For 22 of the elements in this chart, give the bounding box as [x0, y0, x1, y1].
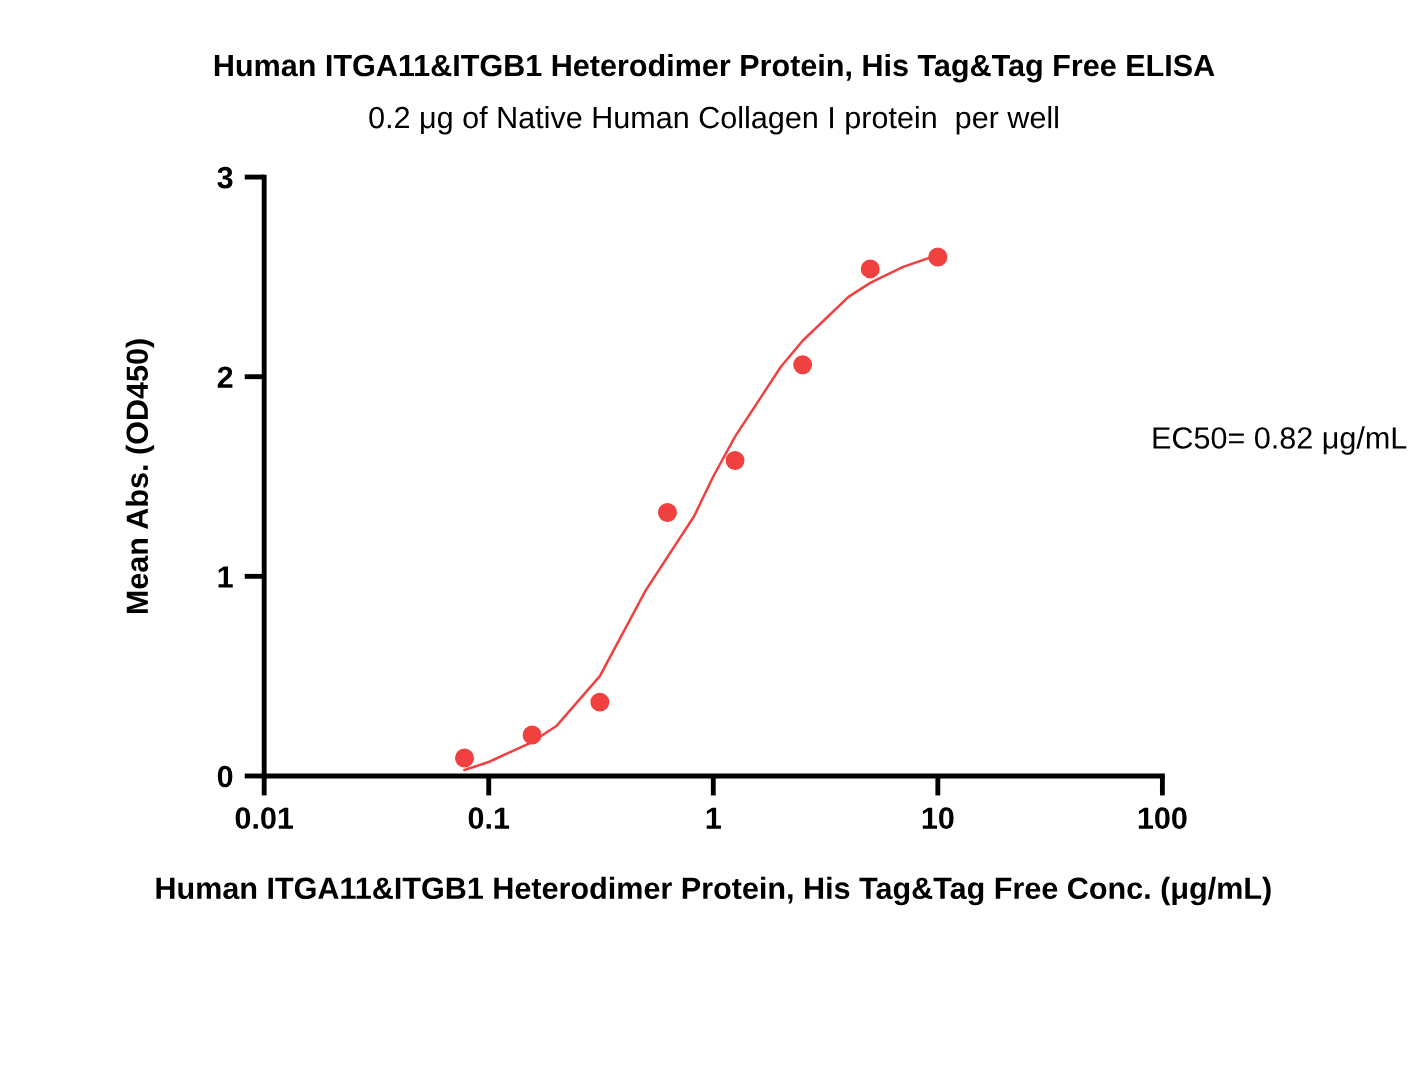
x-tick-label: 1	[706, 807, 721, 829]
chart-title: Human ITGA11&ITGB1 Heterodimer Protein, His Tag&Tag Free ELISA	[214, 53, 1215, 83]
x-tick-label: 10	[922, 807, 954, 829]
point	[725, 451, 745, 471]
point	[928, 247, 948, 267]
y-tick-label: 3	[217, 166, 233, 189]
x-tick-label: 100	[1138, 807, 1187, 829]
y-tick-label: 0	[217, 765, 233, 788]
annotation: EC50= 0.82 μg/mL	[1153, 426, 1407, 455]
point	[522, 725, 542, 745]
point	[860, 259, 880, 279]
y-axis-title: Mean Abs. (OD450)	[125, 339, 155, 614]
y-tick-label: 1	[218, 566, 233, 588]
x-tick-label: 0.1	[468, 807, 510, 829]
x-tick-label: 0.01	[235, 807, 294, 829]
x-axis-title: Human ITGA11&ITGB1 Heterodimer Protein, His Tag&Tag Free Conc. (μg/mL)	[156, 876, 1271, 906]
point	[455, 748, 474, 768]
y-tick-label: 2	[217, 366, 233, 388]
point	[590, 692, 610, 712]
chart-subtitle: 0.2 μg of Native Human Collagen I protein per well	[369, 105, 1058, 135]
point	[657, 502, 677, 522]
point	[793, 355, 813, 375]
